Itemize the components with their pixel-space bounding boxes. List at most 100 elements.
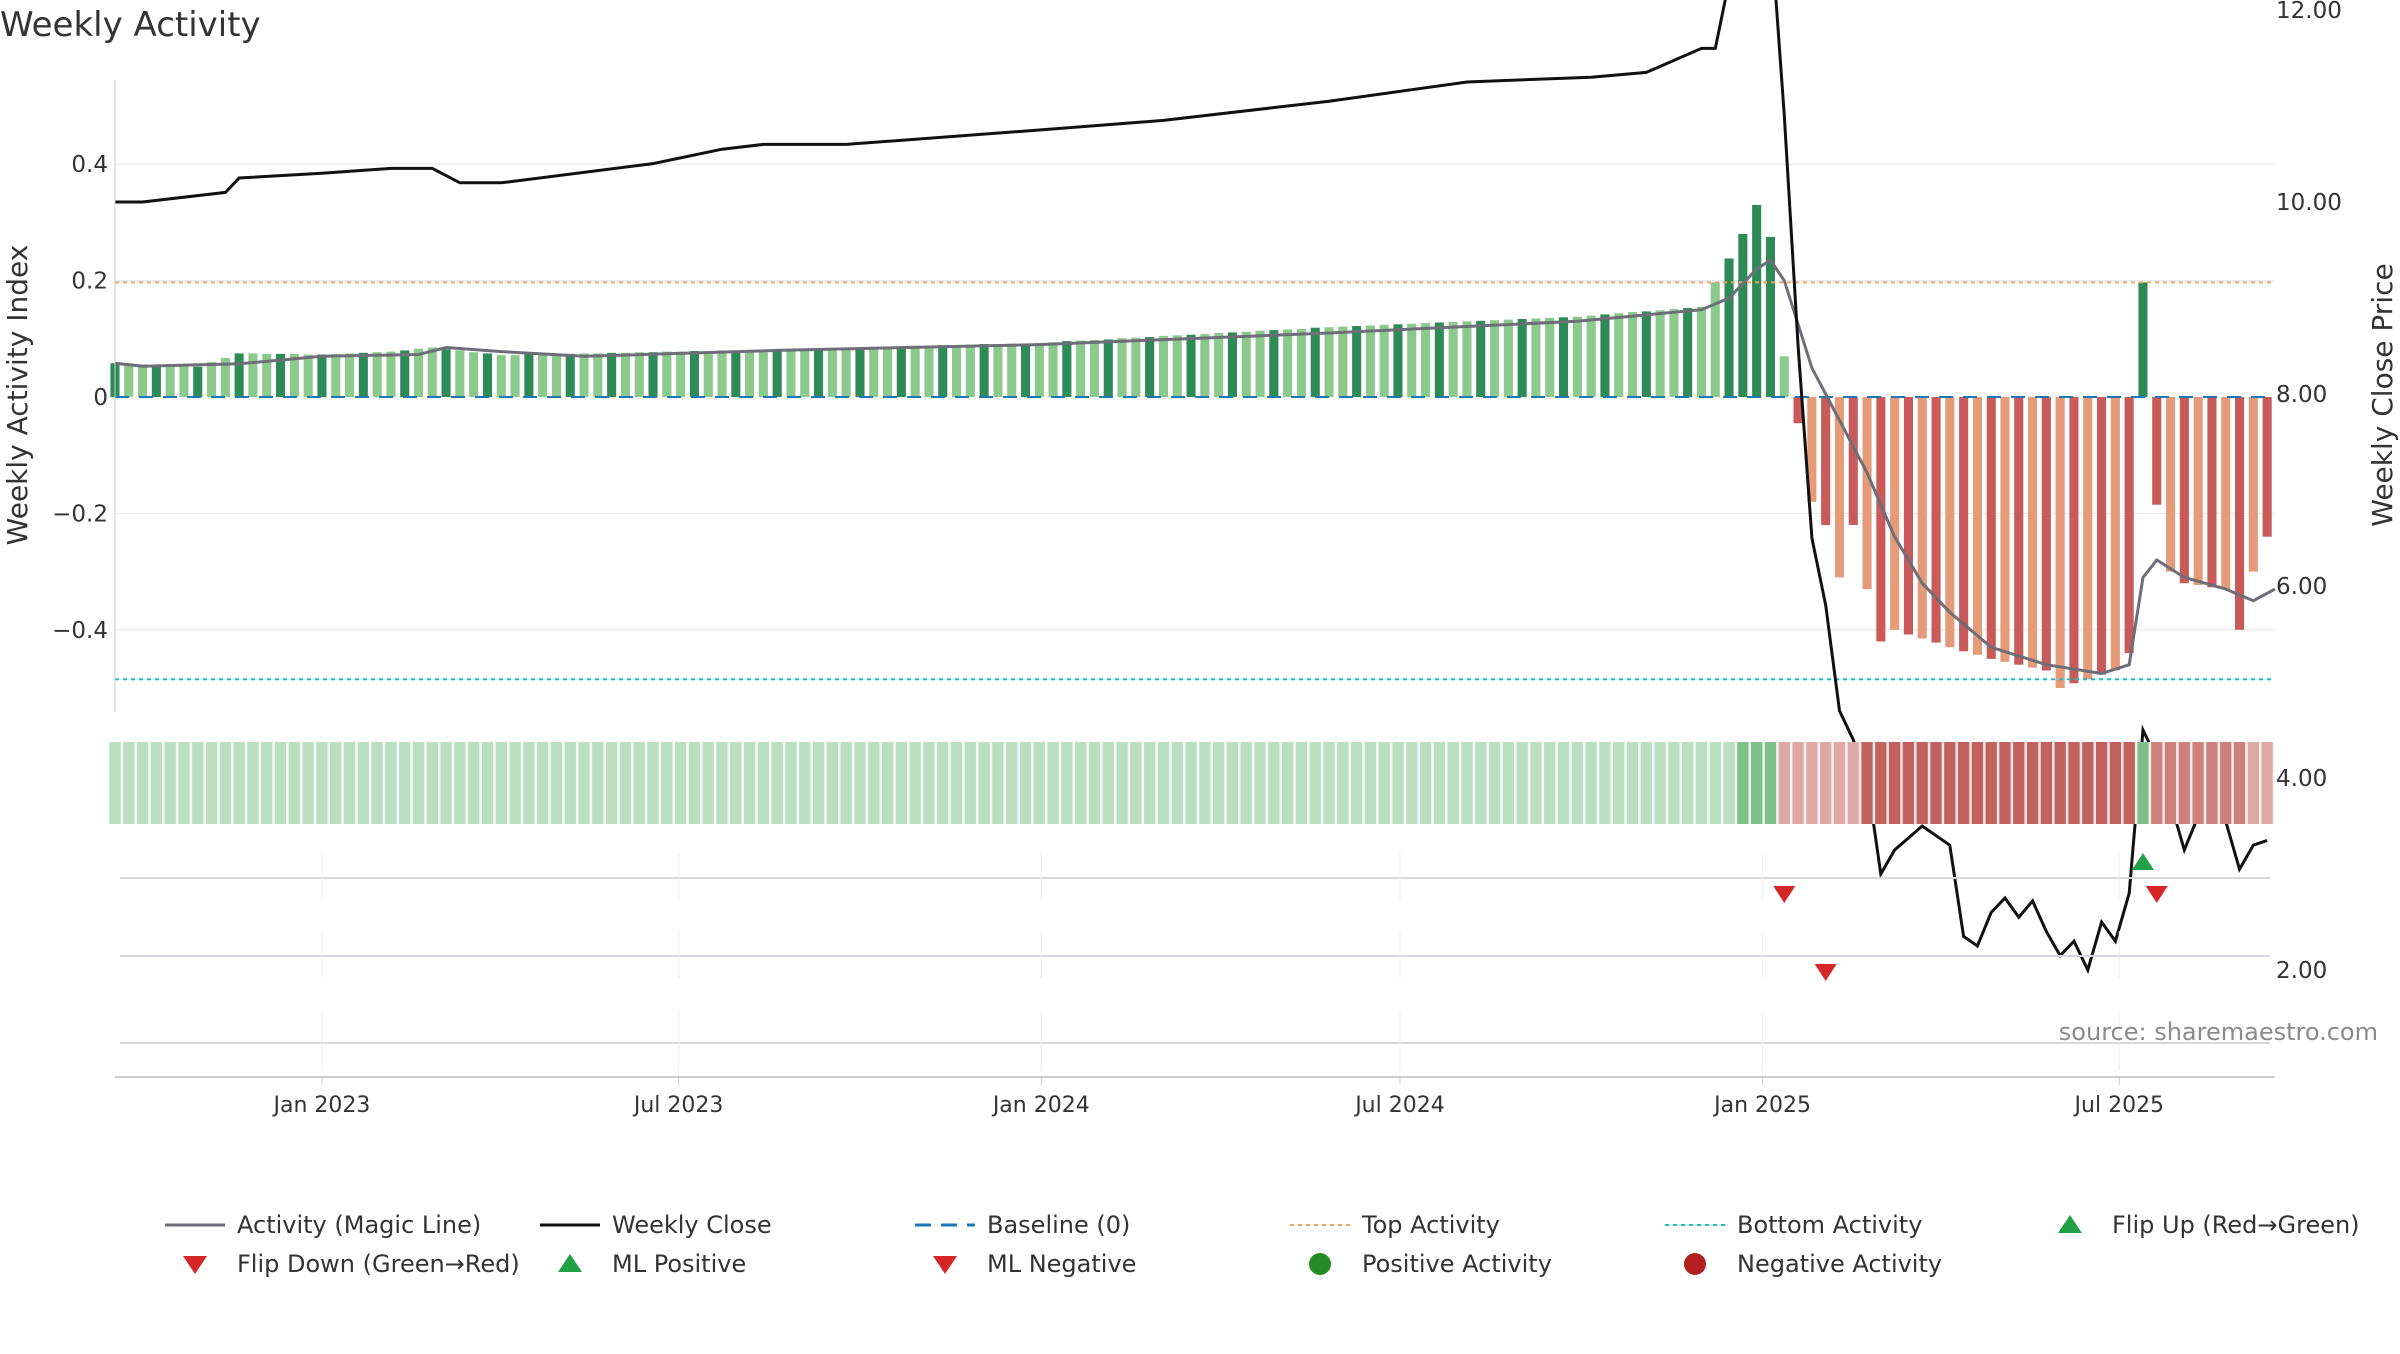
activity-bar (1517, 319, 1527, 397)
regime-strip (106, 742, 2276, 824)
activity-bar (193, 366, 203, 397)
activity-bar (469, 352, 479, 397)
legend-label: Bottom Activity (1737, 1211, 1922, 1239)
activity-bar (2069, 397, 2079, 684)
chart-title: Weekly Activity (0, 5, 261, 45)
circle-icon (1684, 1253, 1706, 1275)
y2-tick-label: 12.00 (2276, 0, 2342, 24)
activity-bar (496, 355, 506, 397)
activity-bar (1296, 328, 1306, 397)
activity-bar (1145, 337, 1155, 397)
activity-bar (1476, 320, 1486, 397)
activity-bar (372, 352, 382, 397)
activity-bar (234, 353, 244, 397)
source-note: source: sharemaestro.com (2059, 1018, 2378, 1046)
activity-bar (2110, 397, 2120, 671)
regime-strip-segment (2149, 742, 2247, 824)
activity-bar (1200, 334, 1210, 397)
activity-bar (855, 347, 865, 397)
activity-bar (703, 351, 713, 397)
x-tick-label: Jan 2025 (1712, 1093, 1811, 1118)
y2-tick-label: 4.00 (2276, 766, 2327, 792)
activity-bar (1821, 397, 1831, 525)
activity-bar (2207, 397, 2217, 588)
axes: 0.40.20−0.2−0.414.0012.0010.008.006.004.… (1, 0, 2399, 984)
activity-bar (1407, 323, 1417, 397)
activity-bar (565, 353, 575, 397)
activity-bar (262, 353, 272, 397)
activity-bar (1834, 397, 1844, 578)
activity-bar (1283, 329, 1293, 397)
y2-tick-label: 8.00 (2276, 382, 2327, 408)
activity-bar (1352, 326, 1362, 397)
activity-bar (2055, 397, 2065, 688)
activity-bar (427, 347, 437, 397)
event-rows: Jan 2023 Jul 2023 Jan 2024 Jul 2024 Jan 2025… (115, 853, 2275, 1118)
activity-bar (896, 346, 906, 397)
activity-bar (2083, 397, 2093, 680)
activity-bar (924, 345, 934, 397)
activity-bar (1945, 397, 1955, 648)
activity-bar (1779, 356, 1789, 397)
activity-bar (151, 365, 161, 397)
activity-bar (2028, 397, 2038, 668)
activity-bar (441, 349, 451, 397)
activity-bar (248, 353, 258, 397)
activity-bar (165, 365, 175, 397)
activity-bar (1600, 314, 1610, 397)
activity-bar (1117, 338, 1127, 397)
legend-item: Negative Activity (1684, 1250, 1942, 1278)
x-tick-label: Jul 2025 (2073, 1093, 2165, 1118)
legend-label: Flip Down (Green→Red) (237, 1250, 520, 1278)
activity-bar (138, 364, 148, 397)
activity-bar (1393, 324, 1403, 398)
activity-bar (2124, 397, 2134, 654)
activity-bar (1048, 342, 1058, 397)
legend-label: Negative Activity (1737, 1250, 1942, 1278)
activity-bar (841, 348, 851, 397)
activity-bar (1503, 319, 1513, 397)
legend-label: ML Negative (987, 1250, 1136, 1278)
activity-bar (2041, 397, 2051, 671)
activity-bar (1683, 308, 1693, 397)
activity-bar (289, 353, 299, 397)
activity-bar (1462, 321, 1472, 397)
legend: Activity (Magic Line) Weekly Close Baselin… (165, 1211, 2360, 1278)
activity-bar (1310, 327, 1320, 397)
activity-bar (593, 353, 603, 397)
activity-bar (2152, 397, 2162, 505)
legend-label: Flip Up (Red→Green) (2112, 1211, 2360, 1239)
activity-bar (1793, 397, 1803, 424)
legend-label: Top Activity (1361, 1211, 1500, 1239)
legend-label: Weekly Close (612, 1211, 772, 1239)
activity-bar (1724, 258, 1734, 397)
activity-bar (1021, 343, 1031, 397)
legend-item: Positive Activity (1309, 1250, 1552, 1278)
triangle-down-icon (933, 1256, 957, 1274)
activity-bar (910, 345, 920, 397)
activity-bar (455, 350, 465, 397)
activity-bar (1848, 397, 1858, 525)
activity-bar (2235, 397, 2245, 630)
legend-item: Flip Up (Red→Green) (2058, 1211, 2360, 1239)
y-axis-label: Weekly Activity Index (1, 245, 34, 546)
activity-bar (386, 351, 396, 397)
activity-bar (1903, 397, 1913, 635)
activity-bar (2193, 397, 2203, 585)
activity-bar (1752, 204, 1762, 397)
x-tick-label: Jul 2023 (632, 1093, 724, 1118)
activity-bar (1158, 335, 1168, 397)
weekly-close-line (115, 0, 2268, 975)
activity-bar (317, 354, 327, 397)
activity-bar (1255, 330, 1265, 397)
activity-bar (207, 362, 217, 397)
activity-bar (1076, 340, 1086, 397)
activity-bar (579, 353, 589, 397)
activity-bar (1959, 397, 1969, 652)
legend-item: Weekly Close (540, 1211, 772, 1239)
activity-bar (1186, 334, 1196, 397)
activity-bar (883, 346, 893, 397)
activity-bar (220, 358, 230, 397)
activity-bar (689, 351, 699, 397)
